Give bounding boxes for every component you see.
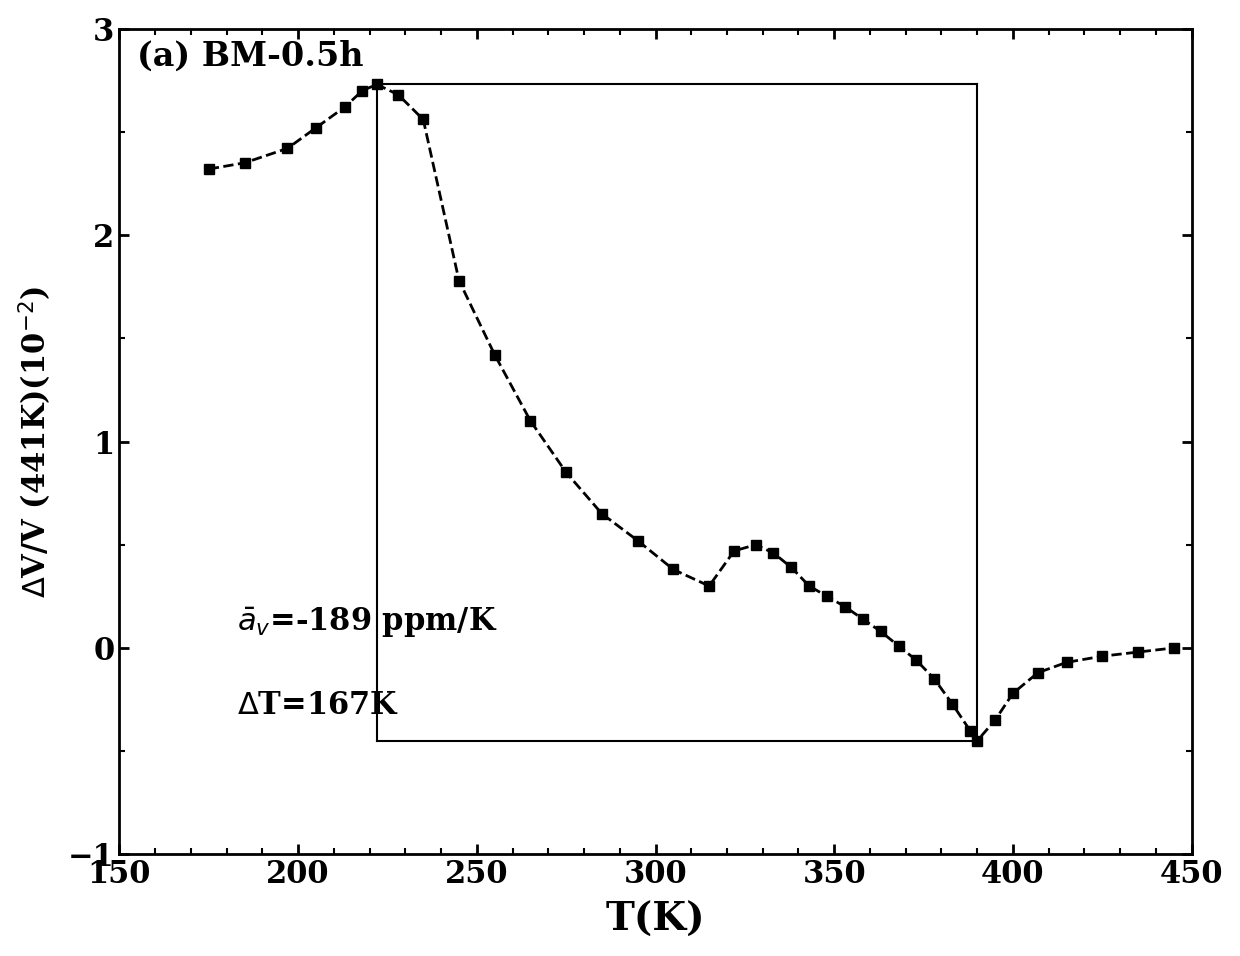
Text: $\Delta$T=167K: $\Delta$T=167K <box>237 690 399 721</box>
X-axis label: T(K): T(K) <box>605 902 706 940</box>
Y-axis label: $\Delta$V/V (441K)(10$^{-2}$): $\Delta$V/V (441K)(10$^{-2}$) <box>16 286 55 598</box>
Text: $\bar{a}_{v}$=-189 ppm/K: $\bar{a}_{v}$=-189 ppm/K <box>237 606 497 641</box>
Text: (a) BM-0.5h: (a) BM-0.5h <box>138 40 363 73</box>
